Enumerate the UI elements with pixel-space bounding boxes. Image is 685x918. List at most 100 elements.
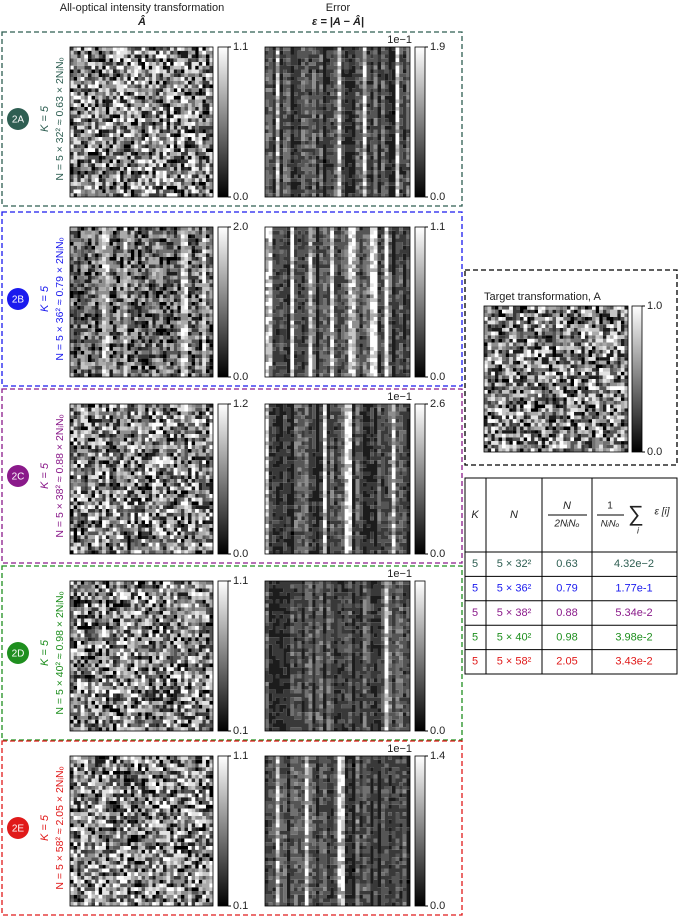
colorbar-exponent: 1e−1 <box>387 391 412 403</box>
table-cell: 5 <box>472 656 478 668</box>
colorbar-label: 1.0 <box>647 300 662 312</box>
table-cell: 5 <box>472 558 478 570</box>
table-cell: 5 <box>472 583 478 595</box>
column-formula: ε = |A − Â| <box>312 15 364 28</box>
colorbar <box>217 226 229 378</box>
panel-k: K = 5 <box>39 814 51 841</box>
colorbar-label: 1.1 <box>233 575 248 587</box>
image-pixels <box>275 756 345 907</box>
panel-n: N = 5 × 40² ≈ 0.98 × 2NᵢNₒ <box>54 591 66 714</box>
image-frame <box>69 46 214 198</box>
table-cell: 0.63 <box>556 558 577 570</box>
colorbar-label: 0.0 <box>647 446 662 458</box>
colorbar-label: 0.1 <box>233 900 248 912</box>
colorbar-label: 0.1 <box>233 725 248 737</box>
image-pixels <box>275 756 360 903</box>
image-pixels <box>265 230 389 378</box>
image-frame <box>264 46 411 198</box>
image-pixels <box>384 581 392 720</box>
table-cell: 0.79 <box>556 583 577 595</box>
image-pixels <box>265 581 411 732</box>
colorbar-label: 1.2 <box>233 398 248 410</box>
column-symbol: Â <box>137 15 146 28</box>
colorbar-label: 0.0 <box>430 548 445 560</box>
image-pixels <box>70 404 214 555</box>
panel-badge <box>7 288 29 310</box>
image-frame <box>69 755 214 907</box>
image-frame <box>483 305 629 453</box>
table-cell: 3.43e-2 <box>615 656 652 668</box>
image-pixels <box>384 596 389 732</box>
table-header: ε [i] <box>655 507 670 518</box>
image-pixels <box>272 227 411 378</box>
image-pixels <box>275 50 400 198</box>
panel-n: N = 5 × 38² ≈ 0.88 × 2NᵢNₒ <box>54 414 66 537</box>
image-pixels <box>70 756 214 907</box>
colorbar-label: 0.0 <box>430 371 445 383</box>
image-pixels <box>70 581 214 728</box>
table-cell: 5 × 58² <box>497 656 532 668</box>
colorbar <box>414 403 426 555</box>
image-pixels <box>70 756 214 907</box>
colorbar-label: 1.9 <box>430 41 445 53</box>
colorbar-label: 0.0 <box>233 548 248 560</box>
column-header: All-optical intensity transformation <box>60 2 224 14</box>
panel-label: 2A <box>12 115 25 126</box>
table-cell: 5 × 36² <box>497 583 532 595</box>
panel-border <box>1 740 463 916</box>
panel-n: N = 5 × 36² ≈ 0.79 × 2NᵢNₒ <box>54 237 66 360</box>
colorbar-label: 0.0 <box>430 725 445 737</box>
image-frame <box>69 403 214 555</box>
colorbar-exponent: 1e−1 <box>387 34 412 46</box>
image-frame <box>264 226 411 378</box>
panel-label: 2B <box>12 295 25 306</box>
panel-n: N = 5 × 32² ≈ 0.63 × 2NᵢNₒ <box>54 57 66 180</box>
colorbar <box>217 403 229 555</box>
table-header: i <box>637 525 640 535</box>
table-header: NᵢNₒ <box>601 519 620 530</box>
table-cell: 5 <box>472 607 478 619</box>
colorbar <box>414 46 426 198</box>
table-cell: 0.88 <box>556 607 577 619</box>
image-pixels <box>70 404 214 555</box>
image-frame <box>264 580 411 732</box>
table-cell: 3.98e-2 <box>615 631 652 643</box>
image-pixels <box>290 531 295 536</box>
image-pixels <box>70 756 214 907</box>
table-cell: 2.05 <box>556 656 577 668</box>
image-pixels <box>265 581 403 732</box>
table-cell: 5.34e-2 <box>615 607 652 619</box>
image-frame <box>264 755 411 907</box>
colorbar-label: 1.1 <box>430 221 445 233</box>
colorbar-label: 2.6 <box>430 398 445 410</box>
colorbar-label: 0.0 <box>430 191 445 203</box>
table-cell: 5 <box>472 631 478 643</box>
image-pixels <box>275 47 400 194</box>
panel-badge <box>7 642 29 664</box>
table-cell: 0.98 <box>556 631 577 643</box>
image-frame <box>69 580 214 732</box>
image-pixels <box>265 404 396 555</box>
image-pixels <box>268 404 407 555</box>
colorbar-label: 0.0 <box>233 371 248 383</box>
image-frame <box>69 226 214 378</box>
colorbar-exponent: 1e−1 <box>387 743 412 755</box>
panel-border <box>1 565 463 741</box>
image-pixels <box>70 47 214 198</box>
panel-k: K = 5 <box>39 105 51 132</box>
colorbar <box>217 580 229 732</box>
image-pixels <box>265 227 389 378</box>
panel-border <box>1 211 463 387</box>
panel-badge <box>7 108 29 130</box>
panel-label: 2D <box>12 649 25 660</box>
colorbar-label: 1.4 <box>430 750 445 762</box>
panel-k: K = 5 <box>39 285 51 312</box>
colorbar <box>414 755 426 907</box>
colorbar-label: 1.1 <box>233 41 248 53</box>
image-pixels <box>70 581 214 732</box>
colorbar <box>217 755 229 907</box>
table-header: K <box>471 509 479 521</box>
colorbar-label: 0.0 <box>430 900 445 912</box>
image-frame <box>264 403 411 555</box>
